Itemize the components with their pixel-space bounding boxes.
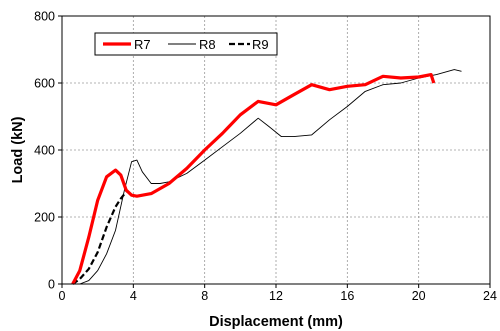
x-tick-label: 24: [483, 289, 497, 303]
x-tick-label: 8: [201, 289, 208, 303]
y-tick-label: 200: [34, 211, 55, 225]
x-axis-title: Displacement (mm): [209, 314, 343, 330]
x-tick-label: 16: [340, 289, 354, 303]
y-axis-title: Load (kN): [10, 116, 26, 183]
y-tick-label: 800: [34, 10, 55, 24]
y-tick-label: 0: [48, 278, 55, 292]
series-line-r7: [71, 72, 436, 285]
legend-label-r9: R9: [252, 37, 269, 52]
legend: R7 R8 R9: [94, 32, 278, 56]
axis-ticks: 0 4 8 12 16 20 24 0 200 400 600 800: [34, 10, 497, 304]
x-tick-label: 0: [59, 289, 66, 303]
legend-label-r7: R7: [134, 37, 151, 52]
series-line-r9: [72, 191, 128, 285]
x-tick-label: 4: [130, 289, 137, 303]
x-tick-label: 20: [412, 289, 426, 303]
x-tick-label: 12: [269, 289, 283, 303]
y-tick-label: 600: [34, 77, 55, 91]
y-tick-label: 400: [34, 144, 55, 158]
series-layer: [71, 69, 462, 285]
legend-label-r8: R8: [199, 37, 216, 52]
